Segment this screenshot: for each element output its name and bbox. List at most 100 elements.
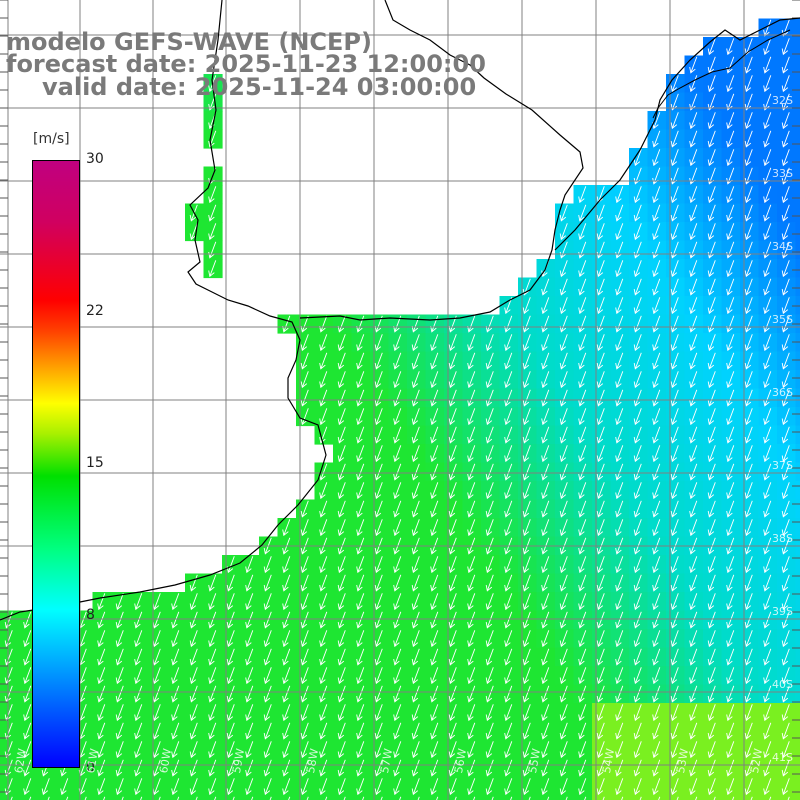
wind-arrow (726, 426, 735, 444)
wind-arrow (245, 667, 254, 685)
wind-arrow (763, 186, 772, 204)
wind-arrow (448, 371, 457, 389)
wind-cell (388, 795, 408, 800)
wind-arrow (615, 426, 624, 444)
wind-arrow (485, 685, 494, 703)
wind-arrow (300, 630, 309, 648)
wind-arrow (374, 500, 383, 518)
wind-cell (795, 758, 800, 778)
wind-arrow (763, 667, 772, 685)
wind-arrow (781, 38, 790, 56)
wind-arrow (448, 630, 457, 648)
wind-arrow (115, 778, 124, 796)
wind-cell (795, 629, 800, 649)
wind-arrow (356, 759, 365, 777)
wind-arrow (744, 93, 753, 111)
wind-arrow (504, 389, 513, 407)
colorbar-tick: 15 (86, 455, 104, 471)
wind-arrow (393, 352, 402, 370)
wind-arrow (411, 704, 420, 722)
wind-arrow (652, 389, 661, 407)
wind-arrow (504, 574, 513, 592)
wind-arrow (726, 278, 735, 296)
wind-arrow (171, 685, 180, 703)
wind-arrow (689, 149, 698, 167)
wind-arrow (578, 593, 587, 611)
wind-arrow (763, 593, 772, 611)
wind-arrow (670, 445, 679, 463)
wind-arrow (541, 778, 550, 796)
wind-arrow (485, 759, 494, 777)
wind-cell (795, 444, 800, 464)
wind-arrow (726, 759, 735, 777)
wind-arrow (652, 778, 661, 796)
wind-arrow (633, 630, 642, 648)
wind-arrow (467, 482, 476, 500)
wind-arrow (559, 611, 568, 629)
wind-arrow (707, 371, 716, 389)
wind-arrow (337, 648, 346, 666)
wind-arrow (430, 408, 439, 426)
wind-arrow (707, 223, 716, 241)
wind-arrow (596, 297, 605, 315)
wind-arrow (226, 593, 235, 611)
wind-arrow (781, 334, 790, 352)
wind-arrow (652, 593, 661, 611)
wind-arrow (689, 574, 698, 592)
wind-arrow (559, 463, 568, 481)
wind-arrow (356, 426, 365, 444)
wind-arrow (658, 796, 661, 800)
wind-arrow (189, 722, 198, 740)
wind-arrow (208, 260, 217, 278)
wind-arrow (337, 667, 346, 685)
wind-arrow (633, 463, 642, 481)
wind-arrow (380, 796, 383, 800)
wind-arrow (171, 741, 180, 759)
wind-cell (37, 795, 57, 800)
wind-arrow (781, 667, 790, 685)
wind-arrow (189, 778, 198, 796)
wind-arrow (633, 611, 642, 629)
wind-arrow (467, 574, 476, 592)
wind-arrow (726, 722, 735, 740)
wind-arrow (707, 741, 716, 759)
wind-arrow (97, 741, 106, 759)
wind-arrow (615, 704, 624, 722)
wind-arrow (744, 38, 753, 56)
wind-arrow (744, 130, 753, 148)
wind-cell (795, 518, 800, 538)
wind-arrow (430, 334, 439, 352)
wind-arrow (288, 796, 291, 800)
wind-arrow (744, 445, 753, 463)
wind-arrow (374, 759, 383, 777)
wind-arrow (195, 796, 198, 800)
wind-arrow (319, 352, 328, 370)
wind-arrow (726, 667, 735, 685)
wind-arrow (763, 611, 772, 629)
wind-arrow (337, 408, 346, 426)
wind-arrow (578, 722, 587, 740)
wind-arrow (744, 741, 753, 759)
wind-arrow (707, 722, 716, 740)
wind-arrow (559, 371, 568, 389)
wind-arrow (541, 685, 550, 703)
wind-cell (795, 222, 800, 242)
wind-arrow (245, 611, 254, 629)
wind-cell (795, 555, 800, 575)
wind-arrow (763, 371, 772, 389)
wind-arrow (726, 334, 735, 352)
wind-arrow (689, 297, 698, 315)
wind-arrow (578, 334, 587, 352)
wind-arrow (559, 297, 568, 315)
wind-arrow (541, 593, 550, 611)
wind-arrow (171, 722, 180, 740)
wind-arrow (300, 759, 309, 777)
wind-arrow (633, 741, 642, 759)
wind-arrow (744, 297, 753, 315)
wind-arrow (744, 223, 753, 241)
wind-arrow (726, 389, 735, 407)
wind-arrow (393, 389, 402, 407)
wind-arrow (541, 426, 550, 444)
wind-arrow (282, 556, 291, 574)
wind-arrow (633, 593, 642, 611)
